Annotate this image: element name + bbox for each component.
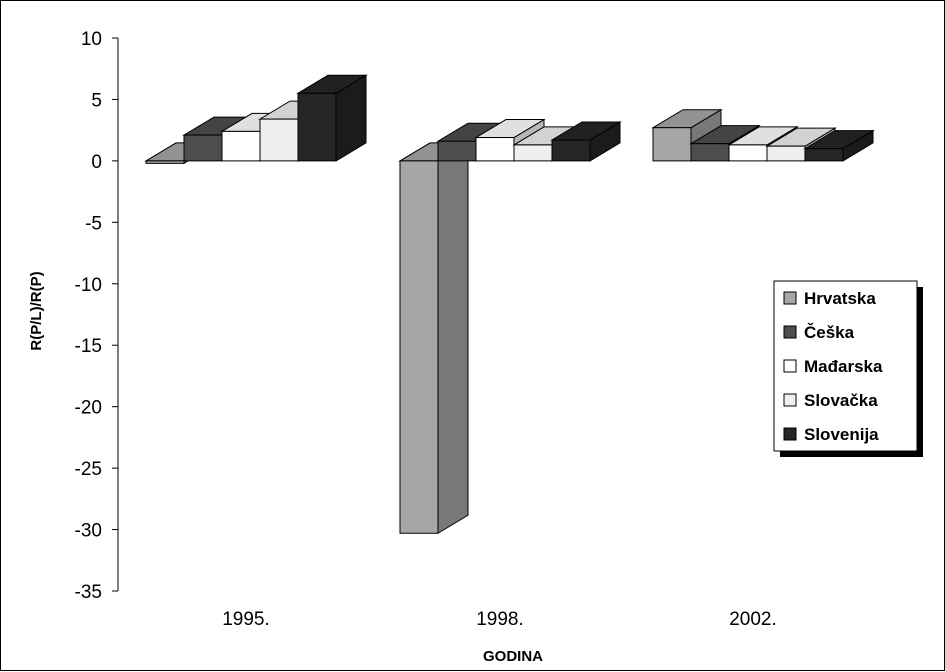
y-tick-label: -10 [75,275,102,296]
legend-swatch [783,427,797,441]
bar-front [513,144,553,162]
legend-swatch [783,359,797,373]
legend-label: Slovačka [804,391,878,410]
y-tick-label: -25 [75,459,102,480]
bar-front [221,130,261,162]
legend-swatch [783,325,797,339]
bar-front [728,144,768,162]
legend-label: Hrvatska [804,289,876,308]
legend-item: Češka [783,323,855,342]
x-tick-label: 2002. [729,609,777,630]
bar-front [259,118,299,162]
y-tick-label: -20 [75,398,102,419]
bar-front [145,160,185,164]
legend-label: Češka [804,323,855,342]
legend-swatch [783,393,797,407]
legend-items: Hrvatska Češka Mađarska Slovačka Slovenija [783,289,883,444]
legend-item: Hrvatska [783,289,876,308]
bars-layer [144,74,875,535]
y-tick-label: 10 [81,29,102,50]
y-tick-label: -5 [85,213,102,234]
x-tick-label: 1995. [222,609,270,630]
bar-front [437,140,477,162]
legend-label: Slovenija [804,425,879,444]
bar-front [652,127,692,162]
x-tick-label: 1998. [476,609,524,630]
y-tick-label: 0 [91,152,102,173]
bar [398,142,470,535]
y-tick-label: -35 [75,582,102,603]
bar-front [766,145,806,162]
bar [803,129,875,162]
bar-front [690,143,730,162]
bar-front [183,134,223,162]
y-ticks: 10 5 0 -5 -10 -15 -20 -25 -30 -35 [75,29,118,603]
legend-box [773,280,918,452]
legend-item: Slovačka [783,391,878,410]
legend-label: Mađarska [804,357,883,376]
x-tick-labels: 1995. 1998. 2002. [222,609,777,630]
y-tick-label: -30 [75,521,102,542]
bar [550,121,622,162]
x-axis-title: GODINA [483,648,543,665]
bar-side [437,142,469,535]
bar-front [551,139,591,162]
legend-item: Slovenija [783,425,879,444]
bar-front [804,148,844,162]
legend-swatch [783,291,797,305]
bar-front [297,92,337,162]
y-tick-label: 5 [91,90,102,111]
bar [296,74,368,162]
bar-front [475,137,515,162]
legend: Hrvatska Češka Mađarska Slovačka Slovenija [773,280,923,457]
bar-front [399,160,439,534]
y-axis-title: R(P/L)/R(P) [28,271,45,350]
legend-item: Mađarska [783,357,883,376]
y-tick-label: -15 [75,336,102,357]
